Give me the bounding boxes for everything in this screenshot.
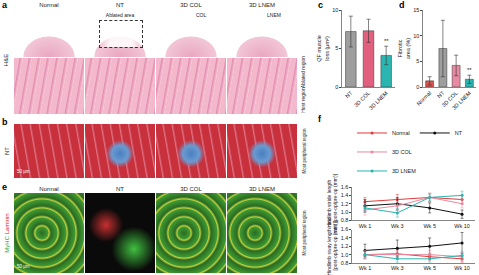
svg-text:15: 15: [413, 7, 419, 13]
html-text:Host region: Host region: [299, 87, 306, 113]
html-text:3D LNEM: 3D LNEM: [249, 186, 275, 192]
svg-text:1.6: 1.6: [341, 226, 349, 232]
html-text:Normal: Normal: [39, 2, 59, 8]
svg-text:Fibroticarea (%): Fibroticarea (%): [397, 38, 410, 59]
svg-text:1.6: 1.6: [341, 184, 349, 190]
svg-text:Wk 1: Wk 1: [359, 265, 372, 271]
svg-text:0: 0: [416, 84, 419, 90]
svg-text:1.2: 1.2: [341, 201, 349, 207]
html-text:LNEM: LNEM: [267, 12, 281, 18]
html-text:a: a: [2, 0, 7, 10]
html-text:3D LNEM: 3D LNEM: [249, 2, 275, 8]
svg-text:3D COL: 3D COL: [353, 90, 371, 108]
svg-text:1.4: 1.4: [341, 235, 349, 241]
svg-text:Wk 1: Wk 1: [359, 223, 372, 229]
svg-text:QF muscleloss (μm²): QF muscleloss (μm²): [316, 35, 329, 62]
html-text:NT: NT: [116, 186, 124, 192]
svg-text:Hindlimb sway length ratio[pos: Hindlimb sway length ratio[post-op/pre-o…: [326, 217, 339, 275]
svg-text:1.4: 1.4: [341, 192, 349, 198]
svg-text:Hindlimb stride lengthratio [p: Hindlimb stride lengthratio [post-op/pre…: [326, 173, 339, 233]
svg-text:NT: NT: [344, 89, 354, 99]
html-text:Most peripheral region: Most peripheral region: [301, 210, 307, 256]
svg-text:Wk 3: Wk 3: [391, 223, 404, 229]
svg-text:Normal: Normal: [392, 130, 410, 136]
svg-text:3D COL: 3D COL: [440, 90, 458, 108]
html-text:Normal: Normal: [39, 186, 59, 192]
svg-text:**: **: [467, 67, 472, 73]
svg-text:10: 10: [332, 7, 338, 13]
html-text:H&E: H&E: [3, 53, 9, 67]
svg-text:1.2: 1.2: [341, 243, 349, 249]
html-text:NT: NT: [4, 147, 10, 155]
html-text:Laminin: Laminin: [4, 213, 10, 236]
html-text:NT: NT: [116, 2, 124, 8]
svg-text:Wk 5: Wk 5: [423, 265, 436, 271]
svg-text:0.8: 0.8: [341, 260, 349, 266]
html-text:f: f: [318, 114, 321, 124]
svg-text:1.0: 1.0: [341, 252, 349, 258]
svg-text:1.0: 1.0: [341, 209, 349, 215]
svg-text:NT: NT: [436, 89, 446, 99]
svg-text:Wk 10: Wk 10: [454, 223, 470, 229]
svg-text:NT: NT: [455, 130, 463, 136]
svg-text:0: 0: [335, 84, 338, 90]
html-text:d: d: [399, 0, 405, 10]
svg-text:3D LNEM: 3D LNEM: [368, 90, 389, 111]
svg-text:Wk 3: Wk 3: [391, 265, 404, 271]
svg-text:Normal: Normal: [415, 90, 432, 107]
svg-text:Wk 10: Wk 10: [454, 265, 470, 271]
html-text:50 μm: 50 μm: [17, 169, 30, 174]
svg-text:10: 10: [413, 33, 419, 39]
html-text:c: c: [318, 0, 323, 10]
html-text:Ablated region: Ablated region: [299, 55, 306, 89]
html-text:Most peripheral region: Most peripheral region: [301, 128, 307, 174]
svg-text:5: 5: [416, 58, 419, 64]
html-text:3D COL: 3D COL: [180, 2, 202, 8]
html-text:Ablated area: Ablated area: [105, 12, 135, 18]
svg-text:0.8: 0.8: [341, 217, 349, 223]
html-text:b: b: [2, 117, 8, 127]
svg-text:**: **: [384, 38, 389, 44]
html-text:50 μm: 50 μm: [17, 264, 30, 269]
html-text:MyHC: MyHC: [4, 236, 10, 253]
svg-text:3D LNEM: 3D LNEM: [392, 168, 416, 174]
svg-text:3D LNEM: 3D LNEM: [451, 90, 472, 111]
svg-text:3D COL: 3D COL: [392, 149, 412, 155]
html-text:3D COL: 3D COL: [180, 186, 202, 192]
html-text:e: e: [2, 182, 7, 192]
svg-text:5: 5: [335, 45, 338, 51]
svg-text:Wk 5: Wk 5: [423, 223, 436, 229]
html-text:COL: COL: [196, 12, 207, 18]
